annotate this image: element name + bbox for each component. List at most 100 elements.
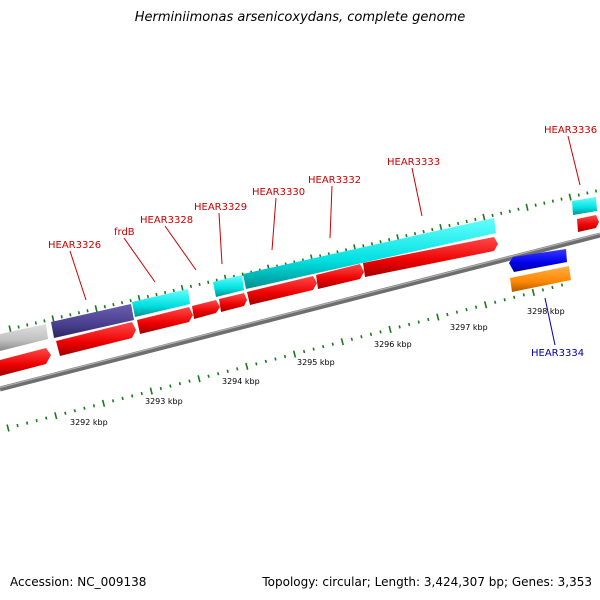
scale-tick (43, 319, 46, 323)
gene-leader-line (567, 135, 581, 186)
scale-tick (474, 217, 477, 222)
cds-arrow (509, 249, 567, 272)
scale-tick (522, 293, 525, 297)
scale-label: 3293 kbp (145, 397, 183, 406)
scale-tick (417, 320, 420, 324)
scale-tick (312, 347, 315, 351)
scale-tick (51, 315, 55, 323)
scale-tick (369, 332, 373, 336)
scale-tick (362, 244, 365, 248)
feature-bar (132, 289, 190, 317)
scale-tick (336, 250, 339, 254)
scale-tick (427, 317, 430, 322)
scale-tick (483, 301, 488, 309)
scale-tick (577, 193, 580, 197)
scale-tick (413, 231, 417, 236)
scale-tick (178, 381, 182, 386)
scale-tick (408, 322, 411, 327)
scale-tick (146, 294, 150, 299)
scale-tick (86, 309, 89, 313)
scale-tick (568, 193, 572, 201)
scale-tick (255, 362, 258, 366)
scale-tick (112, 303, 115, 307)
scale-tick (379, 330, 382, 334)
scale-tick (388, 238, 391, 242)
outer-tick-track (8, 189, 598, 333)
scale-tick (370, 242, 374, 246)
scale-tick (465, 308, 468, 312)
feature-bar (0, 324, 48, 351)
gene-label: HEAR3328 (140, 215, 193, 226)
gene-label: HEAR3326 (48, 240, 101, 251)
gene-label: HEAR3329 (194, 202, 247, 213)
scale-tick (17, 325, 20, 329)
scale-label: 3292 kbp (70, 418, 108, 427)
scale-tick (551, 285, 554, 290)
genome-backbone (0, 232, 600, 392)
gene-leader-line (271, 197, 277, 251)
scale-tick (94, 305, 98, 313)
scale-tick (446, 312, 449, 317)
scale-tick (101, 399, 106, 407)
scale-tick (140, 391, 143, 396)
scale-tick (129, 298, 132, 303)
scale-tick (405, 234, 408, 238)
scale-tick (73, 409, 77, 413)
gene-leader-line (123, 237, 156, 283)
scale-tick (54, 412, 58, 420)
scale-tick (77, 311, 81, 315)
scale-tick (26, 323, 29, 327)
gene-leader-line (411, 167, 423, 217)
scale-tick (264, 359, 268, 364)
scale-tick (551, 199, 555, 203)
scale-tick (340, 338, 344, 346)
scale-tick (560, 197, 563, 201)
gene-leader-line (69, 250, 87, 301)
scale-tick (120, 300, 124, 305)
gene-labels: HEAR3326frdBHEAR3328HEAR3329HEAR3330HEAR… (48, 125, 597, 359)
scale-tick (360, 335, 363, 339)
scale-tick (69, 313, 72, 317)
cds-arrow (56, 322, 136, 356)
scale-tick (60, 315, 63, 319)
scale-tick (198, 282, 201, 286)
feature-bar (572, 197, 597, 215)
scale-tick (245, 362, 249, 370)
scale-tick (163, 290, 167, 295)
scale-tick (8, 325, 12, 333)
forward-strand-cds (0, 215, 599, 376)
scale-tick (45, 416, 48, 420)
scale-tick (236, 367, 239, 371)
scale-tick (431, 227, 434, 232)
gene-label: HEAR3332 (308, 175, 361, 186)
gene-leader-line (329, 185, 333, 239)
scale-tick (331, 342, 334, 346)
scale-label: 3294 kbp (222, 377, 260, 386)
scale-tick (350, 337, 354, 341)
scale-tick (302, 349, 306, 354)
scale-tick (474, 305, 478, 309)
gene-label: frdB (114, 227, 135, 238)
scale-tick (513, 295, 516, 299)
scale-tick (16, 423, 19, 428)
scale-label: 3296 kbp (374, 340, 412, 349)
scale-tick (322, 344, 325, 349)
scale-tick (64, 411, 67, 415)
scale-tick (422, 229, 425, 234)
scale-tick (344, 248, 348, 252)
inner-tick-track (6, 283, 564, 432)
scale-tick (292, 350, 297, 358)
gene-label: HEAR3333 (387, 157, 440, 168)
reverse-strand-cds (509, 249, 571, 292)
scale-label: 3298 kbp (527, 307, 565, 316)
scale-tick (500, 211, 503, 215)
cds-arrow (192, 300, 220, 319)
scale-tick (388, 325, 392, 333)
scale-tick (149, 387, 153, 395)
scale-tick (448, 223, 451, 228)
scale-tick (25, 421, 29, 425)
scale-tick (283, 354, 287, 359)
scale-tick (172, 288, 175, 293)
feature-bars (0, 197, 597, 351)
scale-tick (121, 396, 124, 401)
